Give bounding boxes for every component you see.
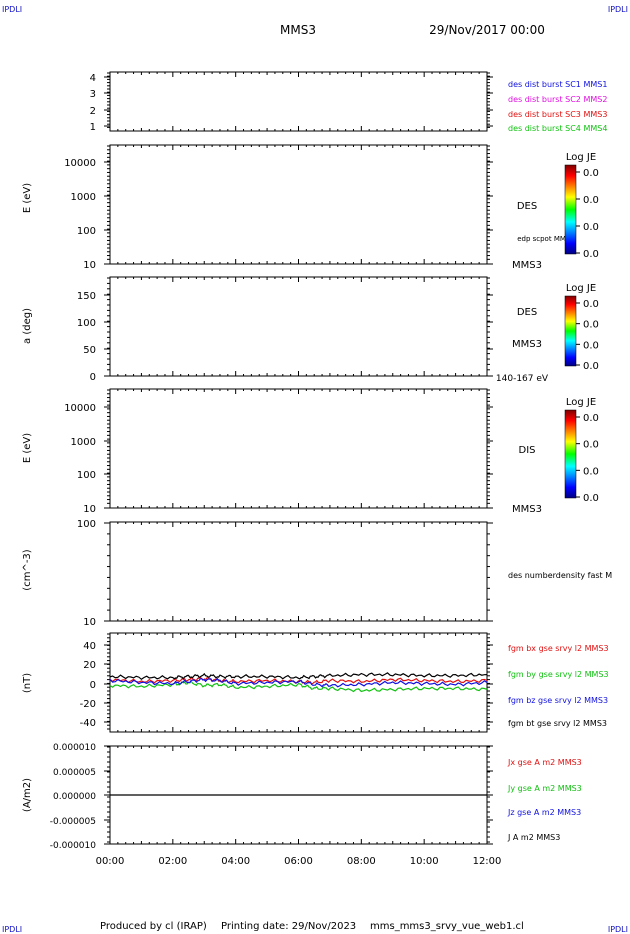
y-tick-label: 3 xyxy=(90,89,96,100)
footer-filename: mms_mms3_srvy_vue_web1.cl xyxy=(370,921,524,932)
y-tick-label: 0.000005 xyxy=(53,768,96,778)
legend-entry: fgm bt gse srvy l2 MMS3 xyxy=(508,719,607,728)
y-axis-label: (A/m2) xyxy=(22,778,33,812)
footer-printing-date: Printing date: 29/Nov/2023 xyxy=(221,921,356,932)
panel-label: DIS xyxy=(519,445,536,456)
legend-entry: fgm bz gse srvy l2 MMS3 xyxy=(508,696,608,705)
y-axis-label: a (deg) xyxy=(22,308,33,344)
y-tick-label: 1000 xyxy=(71,192,96,203)
y-axis-label: E (eV) xyxy=(22,433,33,463)
header-spacecraft: MMS3 xyxy=(280,23,316,37)
y-tick-label: 0 xyxy=(90,680,96,691)
y-tick-label: 10 xyxy=(83,504,96,515)
x-tick-label: 02:00 xyxy=(158,856,187,867)
panel-frame-des-dist-burst xyxy=(109,71,488,132)
header-date: 29/Nov/2017 00:00 xyxy=(429,23,545,37)
colorbar xyxy=(564,164,577,255)
colorbar-tick-label: 0.0 xyxy=(583,361,599,372)
y-tick-label: 10 xyxy=(83,617,96,628)
legend-entry: des numberdensity fast M xyxy=(508,571,612,580)
y-tick-label: 150 xyxy=(77,291,96,302)
colorbar-tick-label: 0.0 xyxy=(583,222,599,233)
legend-entry: des dist burst SC2 MMS2 xyxy=(508,95,607,104)
y-tick-label: 0.000000 xyxy=(53,792,96,802)
y-tick-label: 20 xyxy=(83,660,96,671)
y-tick-label: -20 xyxy=(80,699,96,710)
colorbar-title: Log JE xyxy=(566,283,596,294)
colorbar-tick-label: 0.0 xyxy=(583,413,599,424)
y-tick-label: 0 xyxy=(90,372,96,383)
panel-label: MMS3 xyxy=(512,504,542,515)
panel-label: MMS3 xyxy=(512,260,542,271)
colorbar-tick-label: 0.0 xyxy=(583,249,599,260)
y-tick-label: 1000 xyxy=(71,437,96,448)
footer-produced-by: Produced by cl (IRAP) xyxy=(100,921,207,932)
colorbar-tick-label: 0.0 xyxy=(583,440,599,451)
y-tick-label: 40 xyxy=(83,641,96,652)
y-tick-label: 100 xyxy=(77,519,96,530)
colorbar-tick-label: 0.0 xyxy=(583,466,599,477)
panel-frame-dis-energy-spectrogram xyxy=(109,388,488,509)
y-tick-label: 50 xyxy=(83,345,96,356)
colorbar-tick-label: 0.0 xyxy=(583,299,599,310)
y-tick-label: 100 xyxy=(77,470,96,481)
x-tick-label: 12:00 xyxy=(473,856,502,867)
panel-label: 140-167 eV xyxy=(496,374,549,384)
colorbar-title: Log JE xyxy=(566,397,596,408)
y-tick-label: 1 xyxy=(90,122,96,133)
series-line xyxy=(109,677,488,688)
panel-frame-des-energy-spectrogram xyxy=(109,144,488,265)
y-tick-label: 10000 xyxy=(64,403,96,414)
y-tick-label: 100 xyxy=(77,318,96,329)
y-tick-label: 4 xyxy=(90,73,96,84)
series-line xyxy=(109,676,488,685)
colorbar-title: Log JE xyxy=(566,152,596,163)
panel-label: MMS3 xyxy=(512,339,542,350)
legend-entry: Jx gse A m2 MMS3 xyxy=(507,758,582,767)
y-tick-label: 100 xyxy=(77,226,96,237)
colorbar-tick-label: 0.0 xyxy=(583,493,599,504)
x-tick-label: 06:00 xyxy=(284,856,313,867)
x-tick-label: 10:00 xyxy=(410,856,439,867)
y-tick-label: 0.000010 xyxy=(53,743,96,753)
y-tick-label: -0.000010 xyxy=(50,841,96,851)
y-axis-label: E (eV) xyxy=(22,183,33,213)
legend-entry: des dist burst SC3 MMS3 xyxy=(508,110,607,119)
corner-label-bottom-left: IPDLI xyxy=(2,925,22,934)
y-tick-label: 2 xyxy=(90,106,96,117)
legend-entry: Jz gse A m2 MMS3 xyxy=(507,808,581,817)
y-tick-label: -0.000005 xyxy=(50,817,96,827)
x-tick-label: 00:00 xyxy=(96,856,125,867)
corner-label-top-right: IPDLI xyxy=(608,5,628,14)
corner-label-bottom-right: IPDLI xyxy=(608,925,628,934)
x-tick-label: 04:00 xyxy=(221,856,250,867)
y-tick-label: -40 xyxy=(80,718,96,729)
y-axis-label: (cm^-3) xyxy=(22,549,33,590)
panel-label: DES xyxy=(517,307,537,318)
legend-entry: des dist burst SC4 MMS4 xyxy=(508,124,607,133)
legend-entry: fgm by gse srvy l2 MMS3 xyxy=(508,670,609,679)
colorbar-tick-label: 0.0 xyxy=(583,168,599,179)
colorbar xyxy=(564,295,577,367)
y-tick-label: 10000 xyxy=(64,158,96,169)
legend-entry: des dist burst SC1 MMS1 xyxy=(508,80,607,89)
panel-label: DES xyxy=(517,201,537,212)
colorbar-tick-label: 0.0 xyxy=(583,320,599,331)
panel-frame-des-pitch-angle xyxy=(109,276,488,377)
panel-frame-density xyxy=(109,521,488,622)
y-tick-label: 10 xyxy=(83,260,96,271)
colorbar-tick-label: 0.0 xyxy=(583,340,599,351)
y-axis-label: (nT) xyxy=(22,673,33,693)
legend-entry: J A m2 MMS3 xyxy=(507,833,560,842)
colorbar xyxy=(564,409,577,499)
colorbar-tick-label: 0.0 xyxy=(583,195,599,206)
panel-label: edp scpot MMS3 xyxy=(517,235,575,243)
x-tick-label: 08:00 xyxy=(347,856,376,867)
legend-entry: fgm bx gse srvy l2 MMS3 xyxy=(508,644,609,653)
corner-label-top-left: IPDLI xyxy=(2,5,22,14)
series-line xyxy=(109,672,488,681)
legend-entry: Jy gse A m2 MMS3 xyxy=(507,784,582,793)
